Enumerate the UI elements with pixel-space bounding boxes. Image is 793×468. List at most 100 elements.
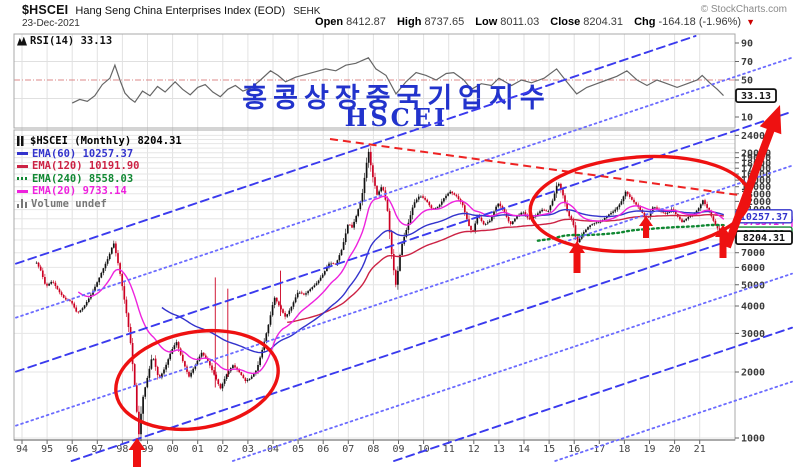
- exchange-label: SEHK: [293, 6, 321, 17]
- low-value: 8011.03: [500, 16, 540, 28]
- up-arrow-marker: [128, 438, 146, 467]
- low-label: Low: [475, 16, 498, 28]
- ohlc-quote: Open 8412.87 High 8737.65 Low 8011.03 Close…: [307, 16, 755, 28]
- ema60-line-swatch-icon: [17, 152, 28, 156]
- candlestick-icon: [17, 136, 26, 147]
- chart-date: 23-Dec-2021: [22, 18, 80, 29]
- ema240-line: [536, 223, 725, 242]
- ema120-line-swatch-icon: [17, 164, 28, 168]
- axis-label: 98: [116, 444, 128, 455]
- legend-ema240-text: EMA(240) 8558.03: [32, 172, 134, 185]
- axis-label: 09: [392, 444, 404, 455]
- chg-value: -164.18 (-1.96%): [658, 16, 742, 28]
- close-value: 8204.31: [583, 16, 624, 28]
- axis-label: 05: [292, 444, 304, 455]
- axis-label: 08: [367, 444, 379, 455]
- axis-label: 12000: [741, 197, 771, 208]
- legend-item-ema60[interactable]: EMA(60) 10257.37: [17, 148, 182, 161]
- channel-trendline: [231, 272, 793, 462]
- ema60-line: [161, 208, 724, 354]
- axis-label: 97: [91, 444, 103, 455]
- axis-label: 24000: [741, 131, 771, 142]
- legend-item-price[interactable]: $HSCEI (Monthly) 8204.31: [17, 135, 182, 148]
- ema20-line: [77, 195, 725, 375]
- highlight-ellipse: [114, 328, 280, 432]
- quote-row: 23-Dec-2021 Open 8412.87 High 8737.65 Low 8…: [22, 16, 785, 29]
- legend-ema20-text: EMA(20) 9733.14: [32, 185, 127, 197]
- axis-label: 95: [41, 444, 53, 455]
- axis-label: 11: [443, 444, 455, 455]
- axis-label: 02: [217, 444, 229, 455]
- axis-label: 20000: [741, 148, 771, 159]
- axis-label: 03: [242, 444, 254, 455]
- highlight-ellipse: [528, 154, 752, 254]
- axis-label: 18: [618, 444, 630, 455]
- axis-label: 00: [167, 444, 179, 455]
- axis-label: 2000: [741, 368, 765, 379]
- legend-price-text: $HSCEI (Monthly) 8204.31: [30, 135, 182, 147]
- legend-item-volume[interactable]: Volume undef: [17, 198, 182, 211]
- candle-bodies-up: [35, 151, 704, 435]
- axis-label: 06: [317, 444, 329, 455]
- channel-trendline: [15, 110, 793, 373]
- channel-trendline: [15, 56, 793, 319]
- axis-label: 21: [694, 444, 706, 455]
- channel-trendline: [554, 380, 793, 462]
- channel-trendline: [70, 218, 793, 462]
- symbol-label[interactable]: $HSCEI: [22, 3, 69, 17]
- change-down-triangle-icon[interactable]: ▼: [746, 17, 755, 27]
- axis-label: 90: [741, 39, 753, 50]
- axis-label: 5000: [741, 280, 765, 291]
- axis-label: 1000: [741, 434, 765, 445]
- axis-label: 14: [518, 444, 530, 455]
- axis-label: 4000: [741, 302, 765, 313]
- legend-item-ema120[interactable]: EMA(120) 10191.90: [17, 160, 182, 173]
- chart-title: Hang Seng China Enterprises Index (EOD): [75, 5, 286, 17]
- ema120-line: [287, 214, 724, 323]
- axis-label: 16: [568, 444, 580, 455]
- chart-header: $HSCEI Hang Seng China Enterprises Index…: [22, 3, 789, 17]
- axis-label: 04: [267, 444, 279, 455]
- axis-label: 10: [741, 113, 753, 124]
- axis-label: 96: [66, 444, 78, 455]
- axis-value-box: [735, 230, 793, 245]
- axis-label: 3000: [741, 329, 765, 340]
- axis-label: 99: [141, 444, 153, 455]
- axis-label: 7000: [741, 248, 765, 259]
- close-label: Close: [550, 16, 581, 28]
- legend-ema60-text: EMA(60) 10257.37: [32, 147, 134, 160]
- legend-ema120-text: EMA(120) 10191.90: [32, 160, 140, 172]
- up-arrow-marker: [569, 241, 585, 273]
- axis-label: 17: [593, 444, 605, 455]
- axis-label: 15: [543, 444, 555, 455]
- axis-label: 19: [643, 444, 655, 455]
- axis-label: 6000: [741, 263, 765, 274]
- legend-item-ema20[interactable]: EMA(20) 9733.14: [17, 185, 182, 198]
- axis-label: 13: [493, 444, 505, 455]
- channel-trendline: [15, 35, 697, 265]
- axis-label: 07: [342, 444, 354, 455]
- open-label: Open: [315, 16, 344, 28]
- axis-label: 10: [418, 444, 430, 455]
- up-arrow-marker: [715, 225, 731, 258]
- axis-value-box-label: 33.13: [741, 91, 771, 102]
- open-value: 8412.87: [346, 16, 386, 28]
- high-value: 8737.65: [424, 16, 465, 28]
- axis-label: 12: [468, 444, 480, 455]
- ema240-dotted-swatch-icon: [17, 177, 28, 181]
- axis-label: 94: [16, 444, 28, 455]
- stockcharts-credit[interactable]: © StockCharts.com: [700, 4, 787, 15]
- volume-bars-icon: [17, 199, 27, 209]
- axis-label: 20: [669, 444, 681, 455]
- rsi-indicator-label[interactable]: RSI(14) 33.13: [17, 35, 112, 47]
- axis-value-box-label: 10257.37: [740, 212, 788, 223]
- axis-label: 14000: [741, 182, 771, 193]
- overlay-title-korean: 홍콩상장중국기업지수: [242, 83, 551, 114]
- legend-item-ema240[interactable]: EMA(240) 8558.03: [17, 173, 182, 186]
- axis-value-box: [735, 88, 777, 104]
- legend-volume-text: Volume undef: [31, 197, 107, 210]
- channel-trendline: [15, 164, 793, 427]
- axis-label: 70: [741, 57, 753, 68]
